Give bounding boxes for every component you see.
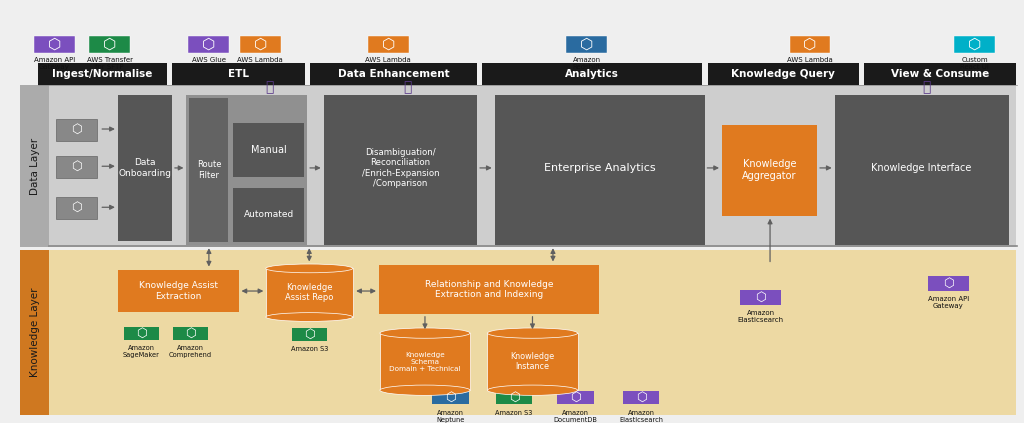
Text: Amazon
Elasticsearch: Amazon Elasticsearch (620, 409, 663, 423)
Text: Data Layer: Data Layer (30, 137, 40, 195)
FancyBboxPatch shape (118, 95, 172, 241)
FancyBboxPatch shape (324, 95, 477, 245)
FancyBboxPatch shape (188, 36, 229, 52)
Text: Amazon
SageMaker: Amazon SageMaker (123, 345, 160, 358)
Text: Disambiguation/
Reconciliation
/Enrich-Expansion
/Comparison: Disambiguation/ Reconciliation /Enrich-E… (361, 148, 439, 188)
Text: Automated: Automated (244, 210, 294, 220)
FancyBboxPatch shape (233, 188, 304, 242)
FancyBboxPatch shape (487, 333, 578, 390)
Text: ⬡: ⬡ (47, 37, 61, 52)
FancyBboxPatch shape (368, 36, 409, 52)
FancyBboxPatch shape (20, 250, 49, 415)
Text: 👤: 👤 (403, 80, 412, 95)
FancyBboxPatch shape (623, 391, 659, 404)
FancyBboxPatch shape (56, 156, 97, 178)
Text: ⬡: ⬡ (445, 391, 456, 404)
Text: ⬡: ⬡ (381, 37, 395, 52)
FancyBboxPatch shape (172, 63, 305, 85)
Text: AWS Lambda: AWS Lambda (238, 57, 283, 63)
FancyBboxPatch shape (496, 391, 532, 404)
Text: ⬡: ⬡ (253, 37, 267, 52)
Text: Amazon API
Gateway: Amazon API Gateway (928, 296, 969, 309)
Text: Knowledge Query: Knowledge Query (731, 69, 836, 79)
Text: Amazon
Redshift: Amazon Redshift (572, 57, 601, 70)
FancyBboxPatch shape (266, 269, 352, 317)
FancyBboxPatch shape (189, 98, 228, 242)
FancyBboxPatch shape (790, 36, 830, 52)
Ellipse shape (380, 328, 470, 338)
FancyBboxPatch shape (186, 95, 307, 245)
FancyBboxPatch shape (38, 63, 167, 85)
Text: Knowledge
Schema
Domain + Technical: Knowledge Schema Domain + Technical (389, 352, 461, 372)
Ellipse shape (487, 385, 578, 396)
Text: 👤: 👤 (923, 80, 931, 95)
FancyBboxPatch shape (722, 125, 817, 216)
Text: Analytics: Analytics (565, 69, 620, 79)
FancyBboxPatch shape (864, 63, 1016, 85)
FancyBboxPatch shape (928, 276, 969, 291)
Text: Route
Filter: Route Filter (197, 160, 221, 180)
Text: ⬡: ⬡ (72, 201, 82, 214)
Text: ⬡: ⬡ (509, 391, 519, 404)
Text: Amazon
Neptune: Amazon Neptune (436, 409, 465, 423)
Text: Knowledge Interface: Knowledge Interface (871, 163, 972, 173)
FancyBboxPatch shape (708, 63, 859, 85)
FancyBboxPatch shape (173, 327, 208, 340)
Text: ⬡: ⬡ (202, 37, 216, 52)
Text: Knowledge
Aggregator: Knowledge Aggregator (742, 159, 797, 181)
Text: ⬡: ⬡ (968, 37, 982, 52)
Text: Knowledge
Instance: Knowledge Instance (510, 352, 555, 371)
FancyBboxPatch shape (292, 328, 327, 341)
Text: ⬡: ⬡ (304, 328, 314, 341)
Ellipse shape (266, 313, 352, 321)
Text: ETL: ETL (228, 69, 249, 79)
FancyBboxPatch shape (954, 36, 995, 52)
Text: ⬡: ⬡ (185, 327, 196, 340)
FancyBboxPatch shape (835, 95, 1009, 245)
Text: Knowledge
Assist Repo: Knowledge Assist Repo (285, 283, 334, 302)
Ellipse shape (380, 385, 470, 396)
Ellipse shape (266, 264, 352, 273)
FancyBboxPatch shape (379, 265, 599, 314)
FancyBboxPatch shape (557, 391, 594, 404)
FancyBboxPatch shape (310, 63, 477, 85)
Text: Knowledge Assist
Extraction: Knowledge Assist Extraction (138, 281, 218, 301)
Text: ⬡: ⬡ (756, 291, 766, 304)
FancyBboxPatch shape (740, 290, 781, 305)
Text: ⬡: ⬡ (72, 160, 82, 173)
Text: ⬡: ⬡ (570, 391, 581, 404)
FancyBboxPatch shape (20, 85, 1016, 247)
Text: Amazon API
Gateway: Amazon API Gateway (34, 57, 75, 70)
FancyBboxPatch shape (240, 36, 281, 52)
Text: AWS Transfer
for SFTP: AWS Transfer for SFTP (87, 57, 132, 70)
FancyBboxPatch shape (56, 197, 97, 219)
Text: AWS Glue: AWS Glue (191, 57, 226, 63)
Text: Enterprise Analytics: Enterprise Analytics (544, 163, 655, 173)
Text: Amazon S3: Amazon S3 (496, 409, 532, 415)
Text: Custom
React UI: Custom React UI (961, 57, 989, 70)
FancyBboxPatch shape (56, 119, 97, 141)
FancyBboxPatch shape (124, 327, 159, 340)
Text: Relationship and Knowledge
Extraction and Indexing: Relationship and Knowledge Extraction an… (425, 280, 553, 299)
Text: Amazon S3: Amazon S3 (291, 346, 328, 352)
Text: ⬡: ⬡ (136, 327, 146, 340)
Text: 👤: 👤 (265, 80, 273, 95)
Text: ⬡: ⬡ (580, 37, 594, 52)
FancyBboxPatch shape (34, 36, 75, 52)
FancyBboxPatch shape (233, 123, 304, 177)
FancyBboxPatch shape (566, 36, 607, 52)
FancyBboxPatch shape (20, 250, 1016, 415)
Text: Manual: Manual (251, 145, 287, 155)
FancyBboxPatch shape (380, 333, 470, 390)
Text: Ingest/Normalise: Ingest/Normalise (52, 69, 153, 79)
Text: ⬡: ⬡ (72, 123, 82, 135)
Text: Data Enhancement: Data Enhancement (338, 69, 450, 79)
Text: Data
Onboarding: Data Onboarding (119, 158, 171, 178)
Text: Amazon
DocumentDB: Amazon DocumentDB (554, 409, 597, 423)
Text: Amazon
Comprehend: Amazon Comprehend (169, 345, 212, 358)
Text: Knowledge Layer: Knowledge Layer (30, 287, 40, 377)
Text: AWS Lambda: AWS Lambda (787, 57, 833, 63)
Text: ⬡: ⬡ (636, 391, 646, 404)
FancyBboxPatch shape (495, 95, 705, 245)
